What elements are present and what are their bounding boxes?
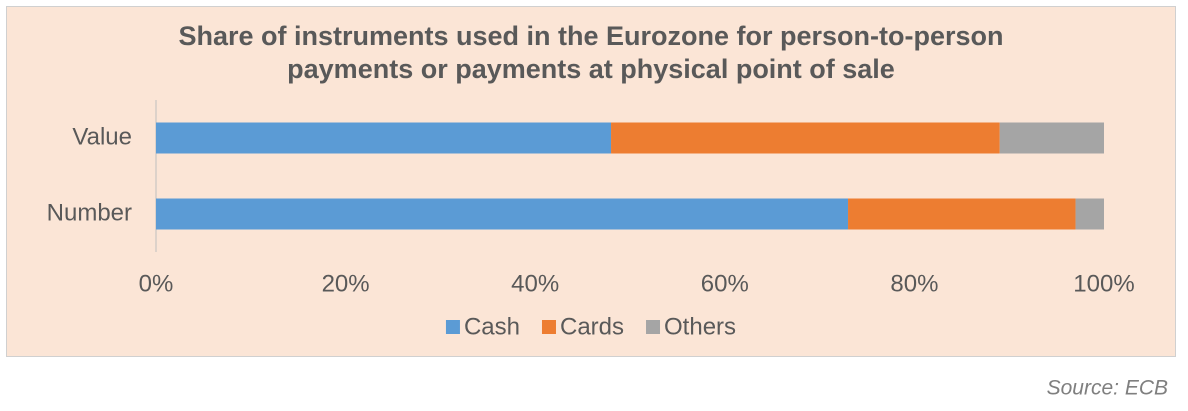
legend-label: Others bbox=[664, 313, 736, 340]
legend-swatch bbox=[445, 320, 460, 334]
bar-segment bbox=[156, 122, 612, 154]
x-tick-label: 20% bbox=[322, 270, 370, 297]
legend-swatch bbox=[646, 320, 661, 334]
legend-label: Cash bbox=[464, 313, 520, 340]
y-tick-label: Value bbox=[72, 123, 132, 150]
x-tick-label: 80% bbox=[890, 270, 938, 297]
title-box: Share of instruments used in the Eurozon… bbox=[178, 21, 1004, 84]
x-tick-label: 0% bbox=[139, 270, 174, 297]
bar-segment bbox=[156, 198, 849, 230]
bar-segment bbox=[1075, 198, 1104, 230]
chart-title: Share of instruments used in the Eurozon… bbox=[178, 21, 1004, 84]
chart-area bbox=[6, 6, 1176, 357]
bar-segment bbox=[848, 198, 1076, 230]
x-tick-label: 100% bbox=[1073, 270, 1134, 297]
x-tick-label: 60% bbox=[701, 270, 749, 297]
x-tick-label: 40% bbox=[511, 270, 559, 297]
bar-segment bbox=[999, 122, 1104, 154]
bar-segment bbox=[611, 122, 1000, 154]
source-note: Source: ECB bbox=[1047, 377, 1168, 400]
y-tick-label: Number bbox=[47, 199, 132, 226]
legend-swatch bbox=[541, 320, 556, 334]
legend-label: Cards bbox=[560, 313, 624, 340]
